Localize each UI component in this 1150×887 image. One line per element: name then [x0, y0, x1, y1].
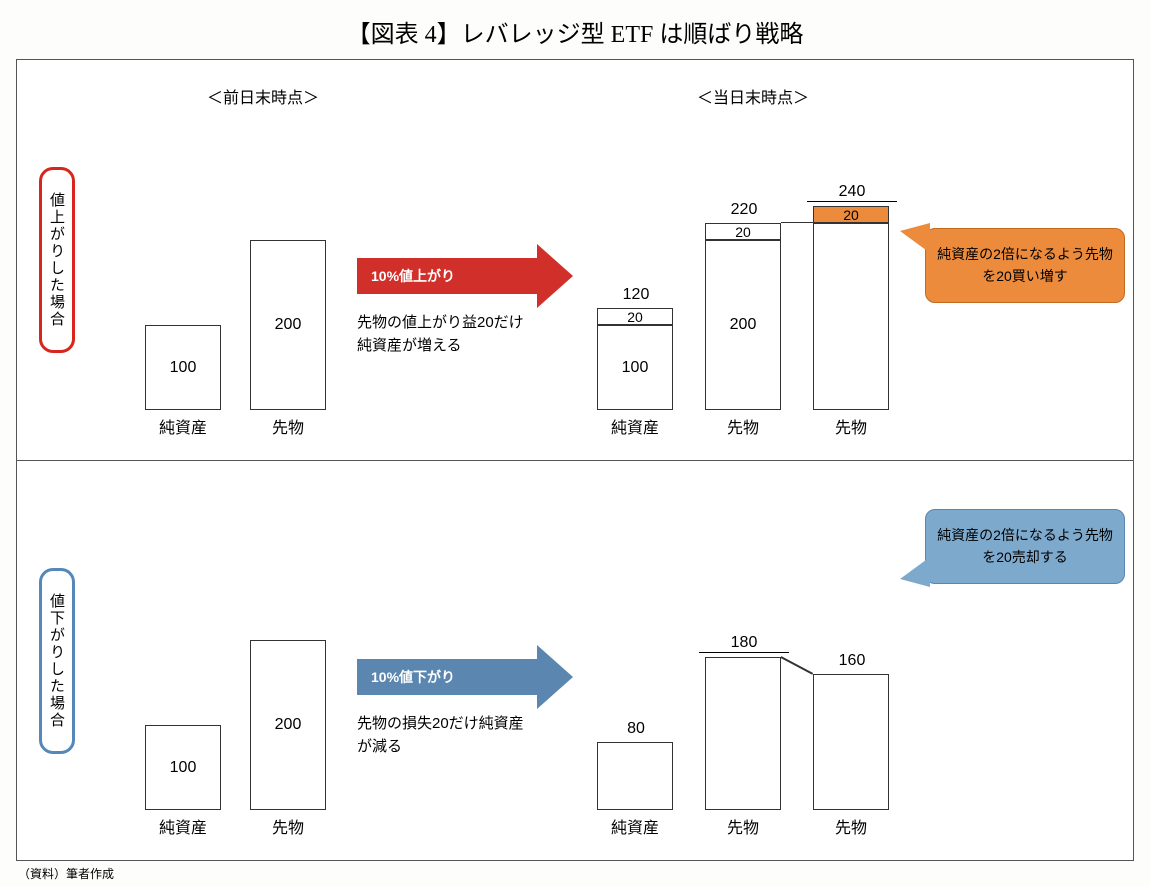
bar-up-after-f1-add: 20	[705, 223, 781, 240]
side-label-up: 値上がりした場合	[39, 167, 75, 353]
bar-up-after-f2-base	[813, 223, 889, 410]
val: 200	[275, 316, 302, 334]
panel-up: 値上がりした場合 ＜前日末時点＞ ＜当日末時点＞ 100 200 10%値上がり…	[17, 60, 1133, 460]
val: 100	[170, 359, 197, 377]
axis-label: 先物	[703, 414, 783, 438]
axis-label: 先物	[703, 814, 783, 838]
bar-up-after-nav-add: 20	[597, 308, 673, 325]
arrow-head-icon	[537, 244, 573, 308]
diagram-frame: 値上がりした場合 ＜前日末時点＞ ＜当日末時点＞ 100 200 10%値上がり…	[16, 59, 1134, 861]
arrow-text: 10%値下がり	[371, 667, 455, 687]
val: 100	[170, 759, 197, 777]
callout-text: 純資産の2倍になるよう先物を20買い増す	[937, 246, 1113, 284]
axis-label: 先物	[248, 414, 328, 438]
topnum-up-nav: 120	[601, 286, 671, 304]
credit-text: （資料）筆者作成	[18, 865, 1150, 882]
callout-text: 純資産の2倍になるよう先物を20売却する	[937, 527, 1113, 565]
axis-label: 純資産	[595, 414, 675, 438]
arrow-up: 10%値上がり 先物の値上がり益20だけ純資産が増える	[357, 258, 537, 357]
arrow-label: 10%値下がり	[357, 659, 537, 695]
val: 200	[730, 316, 757, 334]
panel-down: 値下がりした場合 100 200 10%値下がり 先物の損失20だけ純資産が減る…	[17, 460, 1133, 860]
axis-label: 純資産	[595, 814, 675, 838]
bar-up-after-f2-add: 20	[813, 206, 889, 223]
bar-up-before-futures: 200	[250, 240, 326, 410]
topnum-up-f2: 240	[807, 183, 897, 202]
callout-up: 純資産の2倍になるよう先物を20買い増す	[925, 228, 1125, 303]
axis-label: 先物	[248, 814, 328, 838]
bar-down-before-nav: 100	[145, 725, 221, 810]
topnum-down-f2: 160	[817, 652, 887, 670]
connect-line	[781, 656, 813, 674]
arrow-label: 10%値上がり	[357, 258, 537, 294]
callout-down: 純資産の2倍になるよう先物を20売却する	[925, 509, 1125, 584]
arrow-caption: 先物の値上がり益20だけ純資産が増える	[357, 312, 537, 357]
val: 100	[622, 359, 649, 377]
axis-label: 先物	[811, 414, 891, 438]
val: 20	[627, 309, 643, 325]
bar-up-after-f1-base: 200	[705, 240, 781, 410]
figure-title: 【図表 4】レバレッジ型 ETF は順ばり戦略	[0, 0, 1150, 59]
header-after: ＜当日末時点＞	[697, 84, 809, 108]
topnum-up-f1: 220	[709, 201, 779, 219]
axis-label: 先物	[811, 814, 891, 838]
arrow-head-icon	[537, 645, 573, 709]
val: 20	[843, 207, 859, 223]
val: 20	[735, 224, 751, 240]
axis-label: 純資産	[143, 814, 223, 838]
axis-label: 純資産	[143, 414, 223, 438]
bar-down-after-f2	[813, 674, 889, 810]
side-label-down: 値下がりした場合	[39, 568, 75, 754]
bar-down-after-nav	[597, 742, 673, 810]
header-before: ＜前日末時点＞	[207, 84, 319, 108]
callout-tail-icon	[900, 557, 930, 587]
connect-line	[781, 222, 813, 224]
arrow-text: 10%値上がり	[371, 266, 455, 286]
callout-tail-icon	[900, 223, 930, 253]
topnum-down-f1: 180	[699, 634, 789, 653]
bar-up-after-nav-base: 100	[597, 325, 673, 410]
bar-down-after-f1	[705, 657, 781, 810]
topnum-down-nav: 80	[601, 720, 671, 738]
bar-up-before-nav: 100	[145, 325, 221, 410]
arrow-caption: 先物の損失20だけ純資産が減る	[357, 713, 537, 758]
arrow-down: 10%値下がり 先物の損失20だけ純資産が減る	[357, 659, 537, 758]
bar-down-before-futures: 200	[250, 640, 326, 810]
val: 200	[275, 716, 302, 734]
